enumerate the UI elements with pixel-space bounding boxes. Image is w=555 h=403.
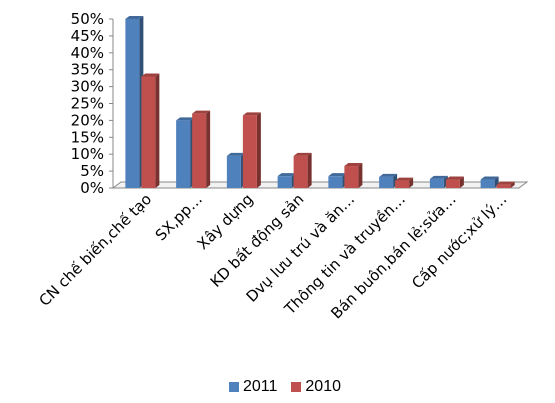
legend-label-2010: 2010 — [305, 378, 341, 395]
bar-side — [307, 152, 312, 188]
y-tick-label: 20% — [71, 111, 104, 129]
bar-top — [242, 112, 261, 116]
legend-swatch-2011 — [229, 382, 239, 392]
bar-top — [226, 152, 245, 156]
bar-2011 — [379, 176, 394, 188]
legend-swatch-2010 — [291, 382, 302, 392]
legend: 2011 2010 — [229, 378, 355, 396]
bar-2011 — [125, 19, 140, 188]
x-category-label: CN chế biến,chế tạo — [35, 190, 155, 310]
bar-2011 — [328, 176, 343, 188]
chart-floor — [111, 181, 529, 189]
legend-label-2011: 2011 — [243, 378, 278, 395]
bar-2011 — [176, 120, 191, 188]
bar-2011 — [429, 178, 444, 188]
bar-2010 — [395, 180, 410, 188]
y-tick-label: 45% — [71, 27, 104, 45]
bar-top — [480, 176, 499, 180]
bar-2011 — [277, 176, 292, 188]
bar-top — [344, 163, 363, 167]
y-tick-label: 40% — [71, 44, 104, 62]
bar-2010 — [293, 155, 308, 188]
bar-2011 — [226, 155, 241, 188]
x-category-label: KD bất động sản — [207, 190, 308, 291]
bar-side — [256, 112, 261, 188]
x-category-label: Cấp nước;xử lý… — [408, 190, 510, 292]
y-tick-label: 15% — [71, 128, 104, 146]
bar-top — [379, 173, 398, 177]
bar-2010 — [445, 179, 460, 188]
y-tick-label: 10% — [71, 145, 104, 163]
bar-side — [358, 163, 363, 188]
legend-item-2010: 2010 — [291, 378, 341, 396]
bar-top — [429, 175, 448, 179]
bar-side — [155, 73, 160, 188]
legend-item-2011: 2011 — [229, 378, 277, 396]
y-tick-label: 35% — [71, 61, 104, 79]
bar-side — [510, 181, 515, 188]
bar-top — [496, 181, 515, 185]
bar-2011 — [480, 179, 495, 188]
bar-top — [395, 177, 414, 181]
bar-top — [293, 152, 312, 156]
y-tick-label: 50% — [71, 10, 104, 28]
bar-top — [176, 117, 195, 121]
bar-top — [141, 73, 160, 77]
bar-top — [445, 176, 464, 180]
bar-top — [125, 16, 144, 19]
y-tick-label: 30% — [71, 78, 104, 96]
bar-2010 — [141, 76, 156, 188]
y-tick-label: 0% — [80, 179, 104, 197]
bar-side — [409, 177, 414, 188]
bar-top — [277, 173, 296, 177]
y-tick-label: 5% — [80, 162, 104, 180]
bar-2010 — [192, 113, 207, 188]
bar-2010 — [344, 166, 359, 188]
bar-side — [206, 110, 211, 188]
bar-side — [459, 176, 464, 188]
bar-top — [328, 173, 347, 177]
bar-2010 — [242, 115, 257, 188]
bar-2010 — [496, 184, 511, 188]
bar-top — [192, 110, 211, 114]
y-tick-label: 25% — [71, 95, 104, 113]
